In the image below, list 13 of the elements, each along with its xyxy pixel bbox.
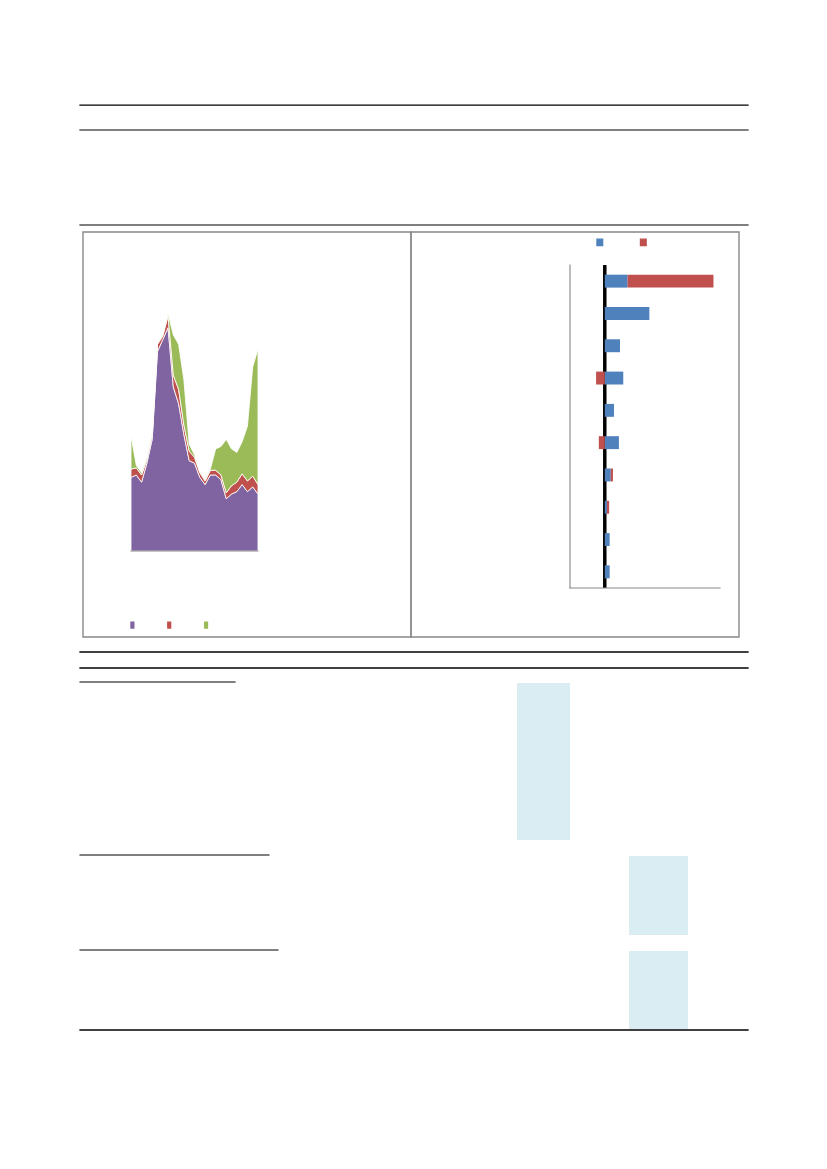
bar: [604, 274, 628, 288]
bar: [627, 274, 714, 288]
bar: [604, 468, 611, 482]
bar: [598, 436, 605, 450]
bar: [610, 468, 613, 482]
bar: [604, 436, 619, 450]
bar: [604, 306, 650, 320]
bar: [604, 403, 615, 417]
bar: [596, 371, 605, 385]
bar: [604, 533, 610, 547]
bar: [604, 565, 610, 579]
bar: [604, 339, 620, 353]
bar: [604, 371, 624, 385]
